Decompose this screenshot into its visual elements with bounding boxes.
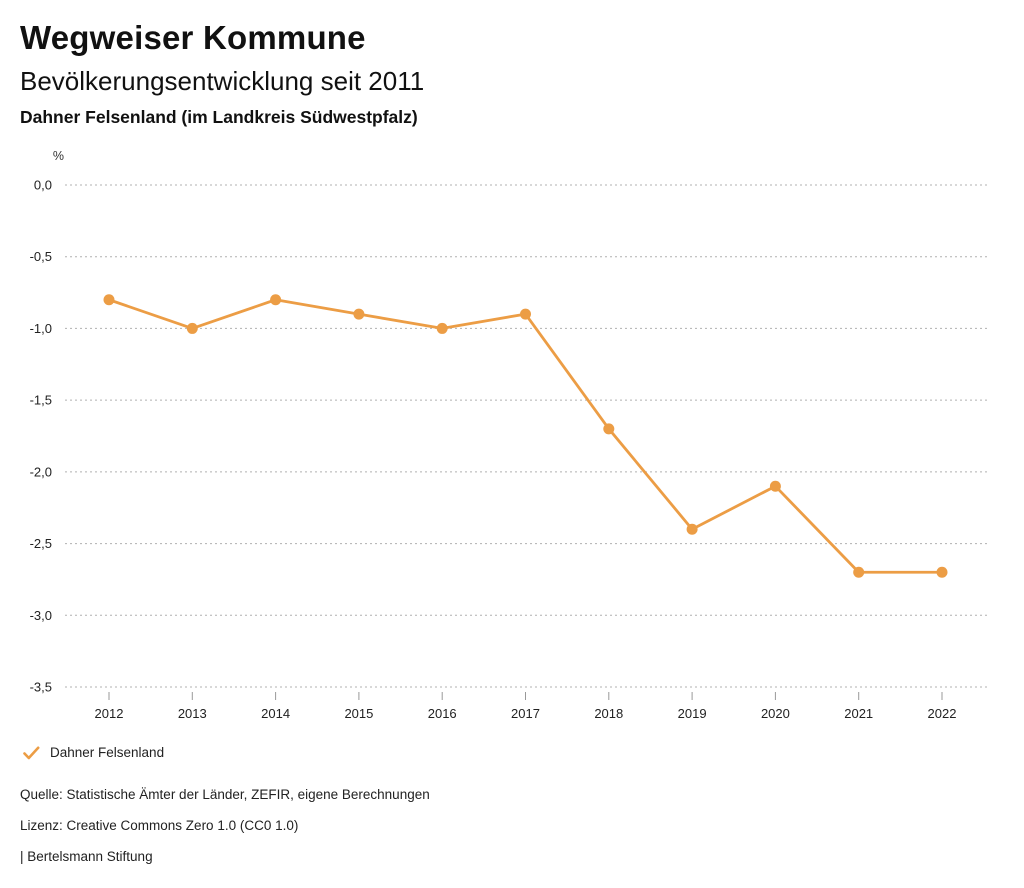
data-point[interactable] [270, 294, 282, 306]
x-axis-label: 2019 [678, 706, 707, 721]
check-icon [23, 745, 40, 759]
x-axis-label: 2020 [761, 706, 790, 721]
data-point[interactable] [936, 566, 948, 578]
data-point[interactable] [103, 294, 115, 306]
x-axis-label: 2013 [178, 706, 207, 721]
x-axis-label: 2012 [95, 706, 124, 721]
population-line-chart: % 0,0 -0,5 -1,0 -1,5 -2,0 -2,5 -3,0 -3,5 2012 2013… [30, 149, 990, 721]
data-point[interactable] [186, 322, 198, 334]
source-note: Quelle: Statistische Ämter der Länder, Z… [20, 787, 430, 802]
x-axis-label: 2017 [511, 706, 540, 721]
y-axis-label: -1,5 [30, 393, 52, 408]
data-point[interactable] [353, 308, 365, 320]
data-point[interactable] [686, 523, 698, 535]
attribution-note: | Bertelsmann Stiftung [20, 849, 153, 864]
y-axis-label: -3,5 [30, 680, 52, 695]
legend-label: Dahner Felsenland [50, 745, 165, 760]
y-axis-label: -3,0 [30, 608, 52, 623]
data-point[interactable] [603, 423, 615, 435]
region-subtitle: Dahner Felsenland (im Landkreis Südwestp… [20, 107, 418, 127]
license-note: Lizenz: Creative Commons Zero 1.0 (CC0 1… [20, 818, 299, 833]
data-point[interactable] [436, 322, 448, 334]
x-axis-label: 2015 [344, 706, 373, 721]
page-title: Wegweiser Kommune [20, 19, 366, 56]
y-axis-label: 0,0 [34, 178, 52, 193]
chart-title: Bevölkerungsentwicklung seit 2011 [20, 66, 425, 96]
legend-item-dahner-felsenland[interactable]: Dahner Felsenland [23, 745, 164, 760]
series-line [107, 298, 944, 574]
data-point[interactable] [853, 566, 865, 578]
y-axis-label: -2,5 [30, 536, 52, 551]
x-axis-label: 2021 [844, 706, 873, 721]
y-axis-unit-label: % [53, 149, 64, 163]
x-axis-label: 2016 [428, 706, 457, 721]
x-axis-label: 2018 [594, 706, 623, 721]
y-axis-label: -2,0 [30, 464, 52, 479]
data-point[interactable] [769, 480, 781, 492]
x-axis-label: 2014 [261, 706, 290, 721]
y-axis-label: -0,5 [30, 249, 52, 264]
y-axis-label: -1,0 [30, 321, 52, 336]
data-point[interactable] [520, 308, 531, 320]
x-axis-label: 2022 [928, 706, 957, 721]
